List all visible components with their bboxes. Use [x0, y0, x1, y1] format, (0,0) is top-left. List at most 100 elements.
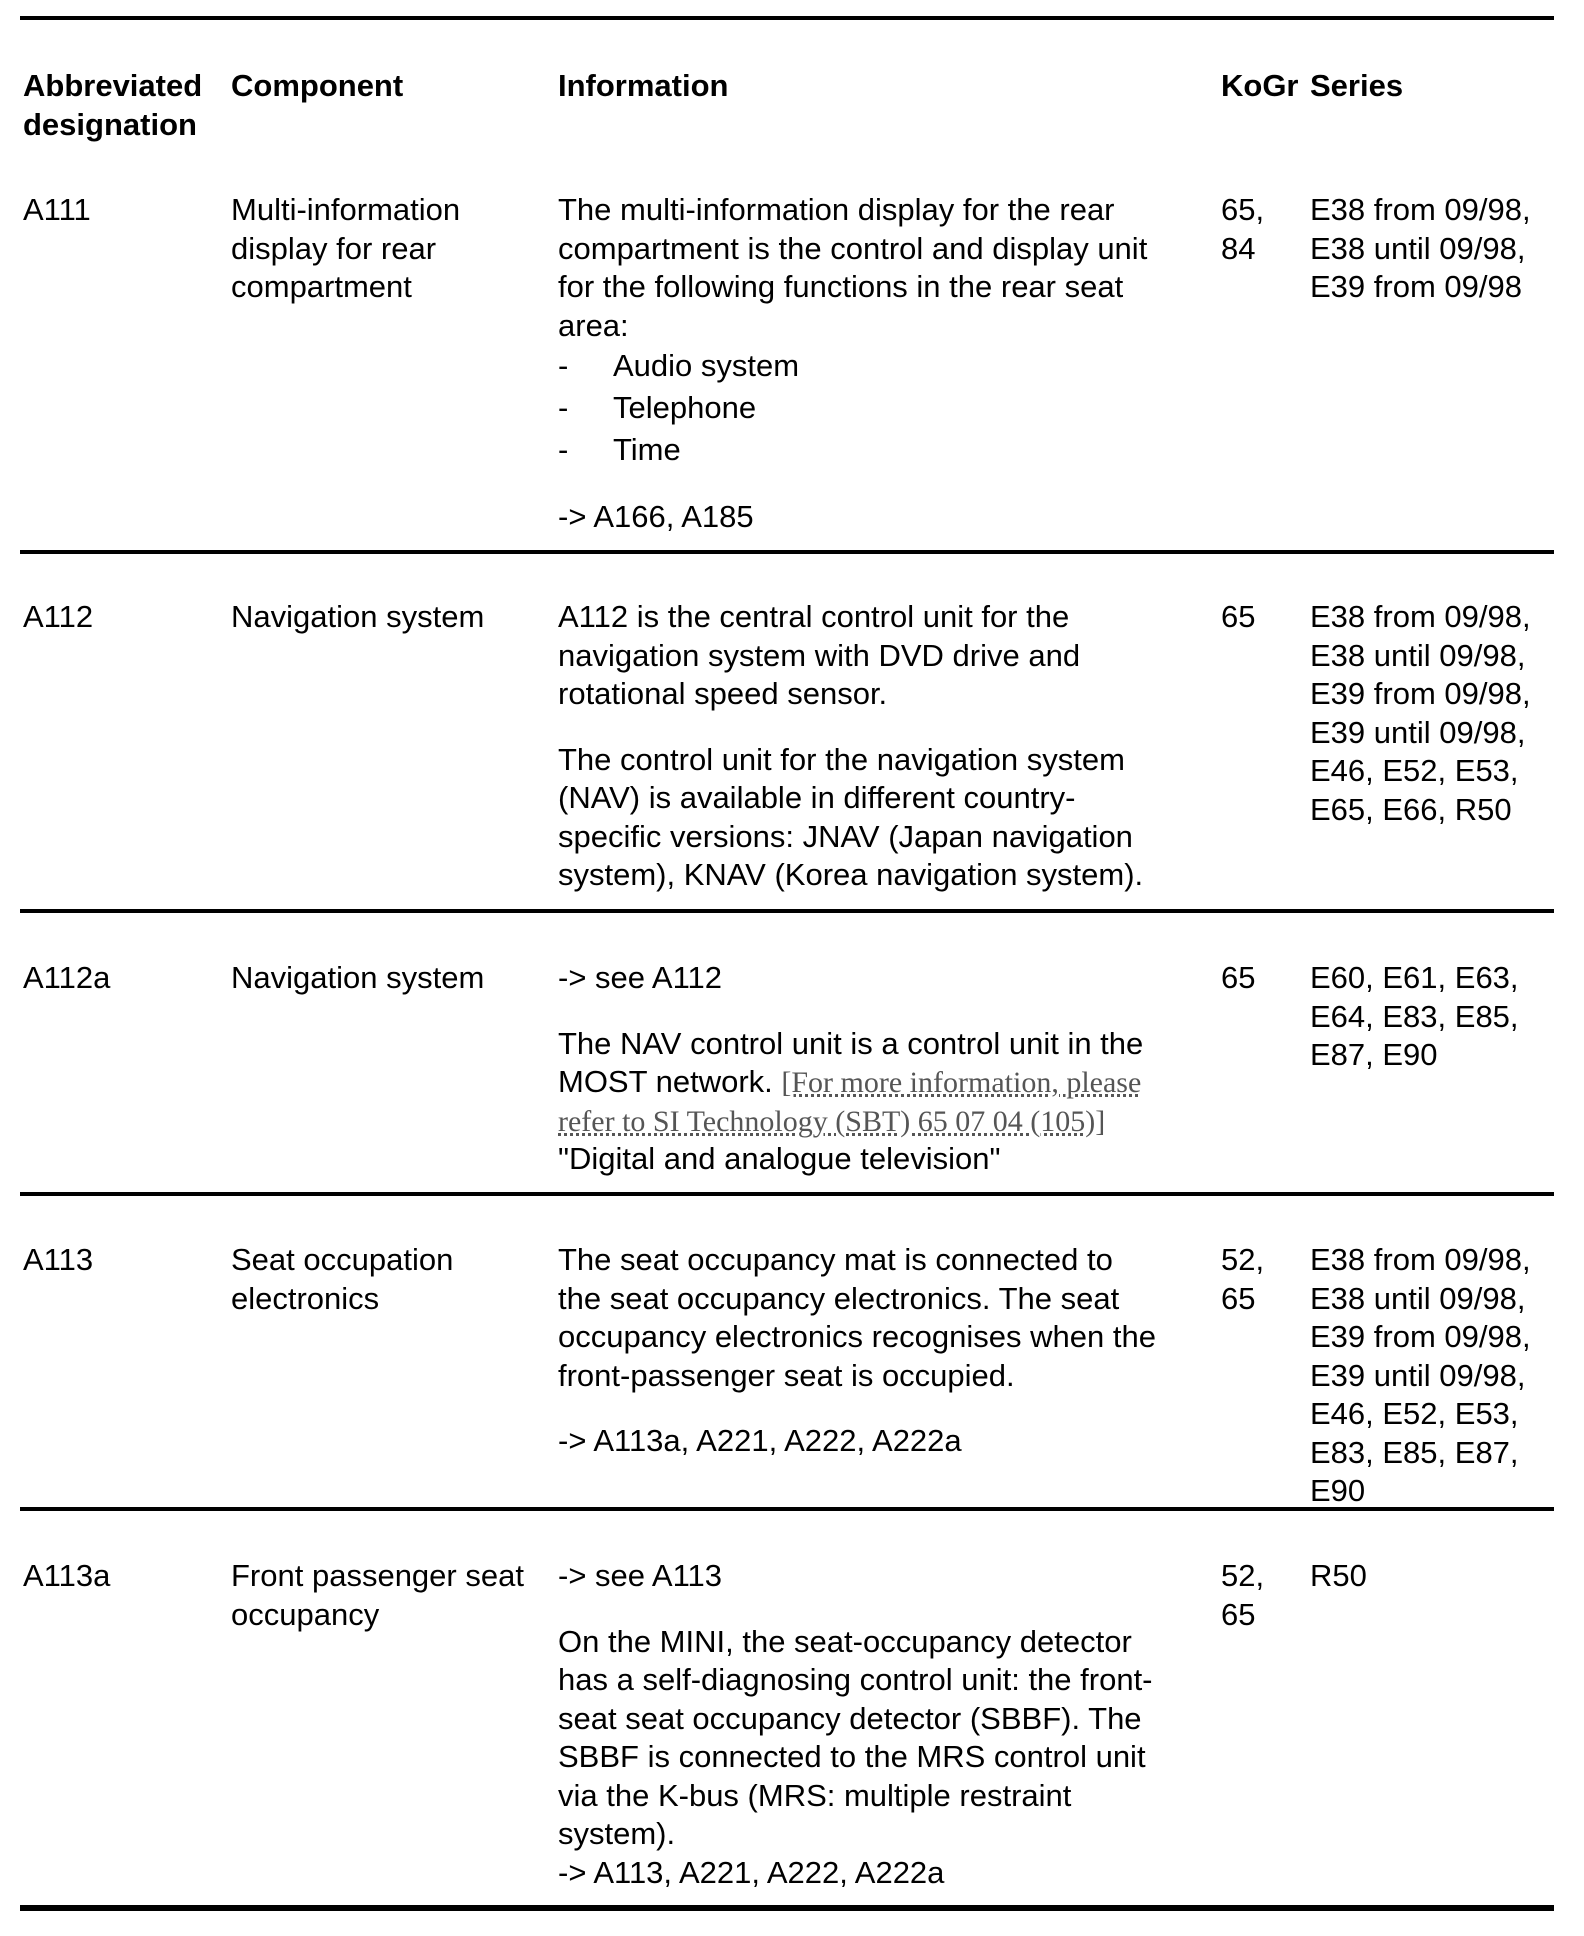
component-line: display for rear — [231, 230, 437, 266]
info-line: the seat occupancy electronics. The seat — [558, 1280, 1120, 1316]
component-line: compartment — [231, 269, 412, 304]
cell-component: Front passenger seat occupancy — [231, 1557, 524, 1634]
series-line: E46, E52, E53, — [1310, 753, 1519, 788]
header-component: Component — [231, 67, 403, 106]
kogr-line: 65 — [1221, 960, 1256, 995]
header-label: Series — [1310, 68, 1404, 103]
info-line: "Digital and analogue television" — [558, 1141, 1001, 1176]
bullet-item: - Time — [558, 429, 1147, 471]
series-line: E38 until 09/98, — [1310, 1280, 1526, 1316]
cell-series: E60, E61, E63, E64, E83, E85, E87, E90 — [1310, 959, 1519, 1075]
series-line: E38 from 09/98, — [1310, 192, 1531, 227]
series-line: E83, E85, E87, — [1310, 1434, 1519, 1470]
series-line: E60, E61, E63, — [1310, 960, 1519, 995]
series-line: E39 from 09/98 — [1310, 269, 1522, 304]
cell-kogr: 52, 65 — [1221, 1557, 1264, 1634]
series-line: E38 until 09/98, — [1310, 637, 1526, 673]
bullet-text: Audio system — [613, 348, 800, 383]
info-line: refer to SI Technology (SBT) 65 07 04 (1… — [558, 1102, 1143, 1141]
cell-series: E38 from 09/98, E38 until 09/98, E39 from … — [1310, 1241, 1531, 1511]
component-line: Multi-information — [231, 192, 461, 227]
designation-line: A112 — [23, 599, 94, 634]
series-line: E90 — [1310, 1473, 1366, 1508]
kogr-line: 65 — [1221, 1280, 1256, 1316]
designation-line: A111 — [23, 192, 91, 227]
info-line: -> A166, A185 — [558, 499, 754, 534]
bullet-dash: - — [558, 432, 569, 467]
cell-component: Seat occupation electronics — [231, 1241, 453, 1318]
info-line: SBBF is connected to the MRS control uni… — [558, 1739, 1146, 1774]
info-line: specific versions: JNAV (Japan navigatio… — [558, 818, 1133, 854]
series-line: E39 until 09/98, — [1310, 714, 1526, 750]
cell-series: E38 from 09/98, E38 until 09/98, E39 from … — [1310, 598, 1531, 829]
bullet-text: Time — [613, 432, 681, 467]
header-kogr: KoGr — [1221, 67, 1299, 106]
designation-line: A113a — [23, 1558, 111, 1593]
reference-link[interactable]: refer to SI Technology (SBT) 65 07 04 (1… — [558, 1104, 1106, 1138]
cell-information: -> see A113 On the MINI, the seat-occupan… — [558, 1557, 1153, 1892]
info-paragraph: The seat occupancy mat is connected to th… — [558, 1241, 1156, 1395]
info-line: (NAV) is available in different country- — [558, 780, 1076, 815]
series-line: E65, E66, R50 — [1310, 791, 1512, 827]
info-line: The multi-information display for the re… — [558, 192, 1115, 227]
info-paragraph: -> see A112 — [558, 959, 1143, 998]
bullet-item: - Audio system — [558, 345, 1147, 387]
cell-series: E38 from 09/98, E38 until 09/98, E39 from … — [1310, 191, 1531, 307]
header-label: Information — [558, 68, 729, 103]
cell-designation: A111 — [23, 191, 91, 230]
header-information: Information — [558, 67, 729, 106]
header-series: Series — [1310, 67, 1403, 106]
info-paragraph: On the MINI, the seat-occupancy detector… — [558, 1623, 1153, 1893]
info-line: -> A113a, A221, A222, A222a — [558, 1423, 962, 1458]
series-line: E39 until 09/98, — [1310, 1357, 1526, 1393]
info-line: -> A113, A221, A222, A222a — [558, 1854, 945, 1890]
info-line: The control unit for the navigation syst… — [558, 741, 1125, 777]
reference-link[interactable]: [For more information, please — [781, 1066, 1142, 1099]
header-label: designation — [23, 106, 197, 142]
kogr-line: 52, — [1221, 1242, 1265, 1277]
designation-line: A112a — [23, 960, 111, 995]
component-line: Navigation system — [231, 960, 485, 995]
row-divider — [20, 550, 1554, 554]
series-line: E46, E52, E53, — [1310, 1396, 1519, 1431]
info-line: rotational speed sensor. — [558, 676, 888, 711]
info-paragraph: -> see A113 — [558, 1557, 1153, 1596]
table-bottom-rule — [20, 1905, 1554, 1911]
info-text: MOST network. — [558, 1064, 782, 1099]
series-line: E39 from 09/98, — [1310, 676, 1531, 711]
info-line: navigation system with DVD drive and — [558, 637, 1081, 673]
info-line: The NAV control unit is a control unit i… — [558, 1025, 1144, 1061]
series-line: E39 from 09/98, — [1310, 1319, 1531, 1354]
info-paragraph: The multi-information display for the re… — [558, 191, 1147, 471]
series-line: R50 — [1310, 1558, 1367, 1593]
kogr-line: 65, — [1221, 192, 1265, 227]
info-paragraph: -> A166, A185 — [558, 498, 1147, 537]
component-line: Seat occupation — [231, 1242, 454, 1277]
component-line: Navigation system — [231, 599, 485, 634]
series-line: E38 from 09/98, — [1310, 1242, 1531, 1277]
header-designation: Abbreviated designation — [23, 67, 202, 144]
info-line: A112 is the central control unit for the — [558, 599, 1070, 634]
info-line: seat seat occupancy detector (SBBF). The — [558, 1700, 1142, 1736]
info-line: The seat occupancy mat is connected to — [558, 1242, 1113, 1277]
designation-line: A113 — [23, 1242, 94, 1277]
cell-information: The seat occupancy mat is connected to th… — [558, 1241, 1156, 1461]
bullet-item: - Telephone — [558, 387, 1147, 429]
cell-kogr: 65 — [1221, 598, 1255, 637]
series-line: E64, E83, E85, — [1310, 998, 1519, 1034]
info-paragraph: The NAV control unit is a control unit i… — [558, 1025, 1143, 1179]
info-line: system). — [558, 1816, 676, 1851]
header-label: Component — [231, 68, 404, 103]
info-line: system), KNAV (Korea navigation system). — [558, 857, 1144, 892]
info-paragraph: A112 is the central control unit for the… — [558, 598, 1143, 714]
info-line: front-passenger seat is occupied. — [558, 1357, 1015, 1393]
row-divider — [20, 909, 1554, 913]
info-line: -> see A112 — [558, 960, 723, 995]
info-line: MOST network. [For more information, ple… — [558, 1063, 1143, 1102]
info-paragraph: The control unit for the navigation syst… — [558, 741, 1143, 895]
header-label: KoGr — [1221, 68, 1299, 103]
info-line: for the following functions in the rear … — [558, 269, 1124, 304]
cell-designation: A112a — [23, 959, 110, 998]
info-paragraph: -> A113a, A221, A222, A222a — [558, 1422, 1156, 1461]
cell-kogr: 52, 65 — [1221, 1241, 1264, 1318]
